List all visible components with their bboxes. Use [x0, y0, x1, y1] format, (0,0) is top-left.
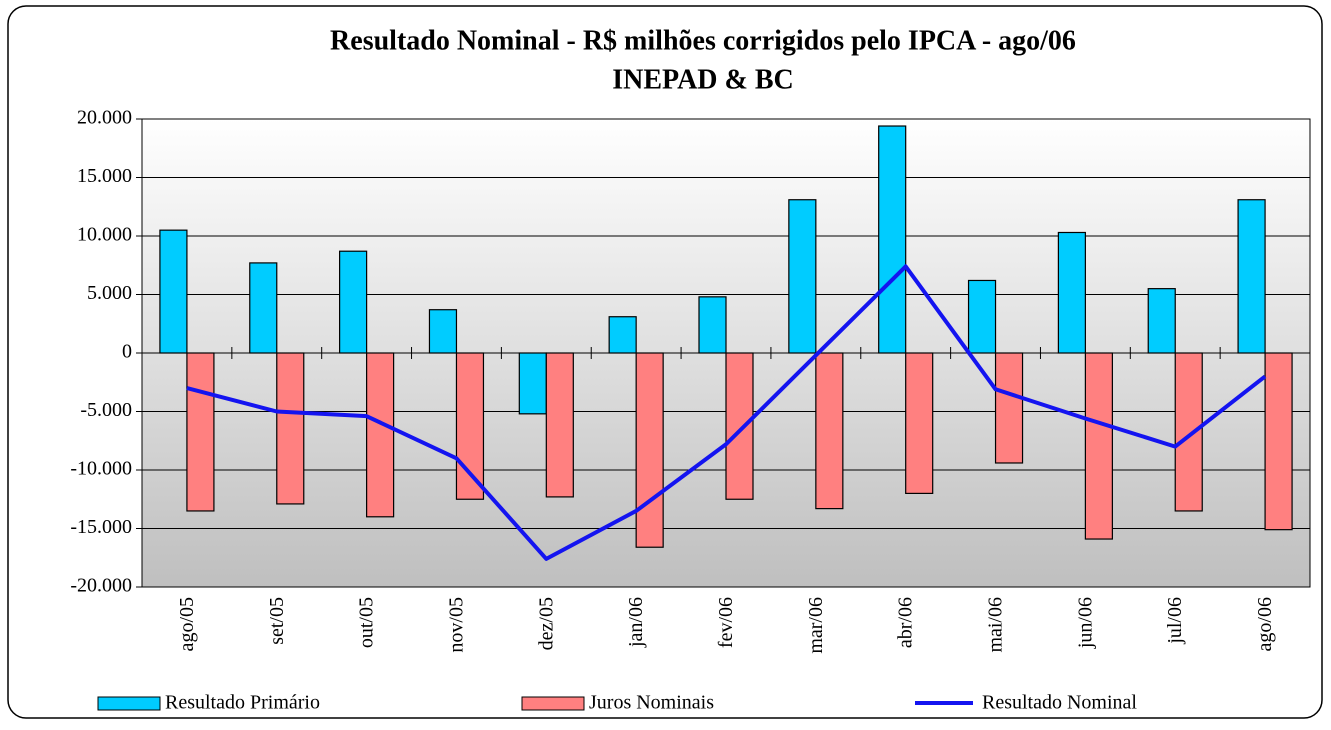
bar [815, 352, 844, 510]
chart-title: Resultado Nominal - R$ milhões corrigido… [330, 25, 1076, 56]
x-tick-label: out/05 [356, 597, 378, 648]
y-tick-label: -10.000 [70, 458, 132, 480]
bar [905, 352, 934, 494]
bar [788, 199, 817, 354]
bar [1057, 231, 1086, 354]
x-tick-label: dez/05 [535, 597, 557, 650]
legend-swatch [521, 696, 585, 711]
bar [339, 250, 368, 354]
y-tick-label: 10.000 [77, 224, 132, 246]
bar [455, 352, 485, 500]
bar [1264, 352, 1293, 531]
y-tick-label: 0 [122, 341, 132, 363]
bar [635, 352, 664, 548]
bar [1084, 352, 1113, 540]
y-tick-label: 5.000 [87, 282, 132, 304]
bar [967, 279, 997, 354]
x-tick-label: abr/06 [895, 597, 917, 648]
chart-subtitle: INEPAD & BC [612, 64, 793, 95]
x-tick-label: mar/06 [805, 597, 827, 654]
x-tick-label: mai/06 [985, 597, 1007, 653]
bar [1174, 352, 1203, 512]
bar [1147, 288, 1176, 354]
y-tick-label: 15.000 [77, 165, 132, 187]
legend-label: Resultado Nominal [982, 692, 1137, 714]
bar [249, 262, 278, 354]
x-tick-label: jan/06 [625, 597, 647, 648]
bar [366, 352, 395, 518]
bar [276, 352, 305, 505]
x-tick-label: jul/06 [1164, 597, 1186, 645]
bar [608, 316, 637, 354]
x-tick-label: nov/05 [445, 597, 467, 653]
legend-label: Juros Nominais [589, 692, 714, 714]
bar [186, 352, 215, 512]
bar [545, 352, 574, 498]
legend-swatch [97, 696, 161, 711]
x-tick-label: ago/05 [176, 597, 198, 651]
y-tick-label: -5.000 [80, 399, 132, 421]
bar [1237, 199, 1266, 354]
bar [878, 125, 907, 354]
line-series [186, 264, 1267, 561]
bar [518, 352, 547, 415]
x-tick-label: jun/06 [1074, 597, 1096, 649]
bar [159, 229, 188, 354]
y-tick-label: 20.000 [77, 107, 132, 129]
bar [698, 296, 727, 354]
x-tick-label: fev/06 [715, 597, 737, 648]
x-tick-label: set/05 [266, 597, 288, 645]
bar [994, 352, 1024, 464]
x-tick-label: ago/06 [1254, 597, 1276, 651]
bar [725, 352, 754, 500]
bar [428, 309, 458, 354]
legend-label: Resultado Primário [165, 692, 320, 714]
y-tick-label: -15.000 [70, 516, 132, 538]
y-tick-label: -20.000 [70, 575, 132, 597]
